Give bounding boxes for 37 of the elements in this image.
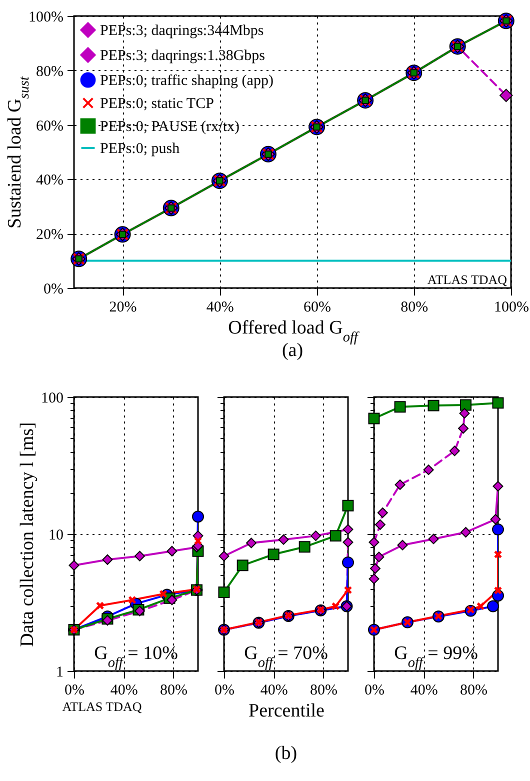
y-tick-label: 20% [36,227,64,244]
legend-label: PEPs:0; traffic shaping (app) [100,73,274,89]
x-tick-label: 80% [310,682,338,698]
y-tick-label: 80% [36,64,64,80]
legend-label: PEPs:0; push [100,141,180,157]
text: (b) [274,743,298,764]
y-tick-label: 1 [56,664,64,680]
x-tick-label: 0% [214,682,234,698]
y-tick-label: 60% [36,118,64,134]
annotation: G$_{off}$ = 99% [394,643,478,671]
annotation: G$_{off}$ = 10% [94,643,178,671]
text: ATLAS TDAQ [62,699,142,714]
y-tick-label: 100 [41,390,64,406]
x-tick-label: 40% [260,682,288,698]
x-tick-label: 40% [410,682,438,698]
x-tick-label: 0% [64,682,84,698]
x-tick-label: 100% [494,300,529,316]
y-axis-title: Data collection latency l [ms] [17,422,38,647]
legend-label: PEPs:0; static TCP [100,96,214,112]
x-axis-title: Percentile [248,700,324,722]
x-tick-label: 80% [460,682,488,698]
y-tick-label: 0% [44,282,64,298]
y-tick-label: 40% [36,172,64,189]
x-tick-label: 40% [206,300,234,316]
legend-label: PEPs:3; daqrings:1.38Gbps [100,48,266,64]
legend-label: PEPs:3; daqrings:344Mbps [100,23,264,39]
annotation: ATLAS TDAQ [427,272,508,287]
y-tick-label: 100% [28,10,64,26]
x-tick-label: 20% [109,300,137,316]
x-tick-label: 60% [304,300,332,316]
x-tick-label: 80% [160,682,188,698]
x-tick-label: 80% [400,300,428,316]
y-tick-label: 10 [48,528,64,544]
x-tick-label: 0% [364,682,384,698]
text: (a) [282,340,304,361]
annotation: G$_{off}$ = 70% [244,643,328,671]
x-tick-label: 40% [110,682,138,698]
